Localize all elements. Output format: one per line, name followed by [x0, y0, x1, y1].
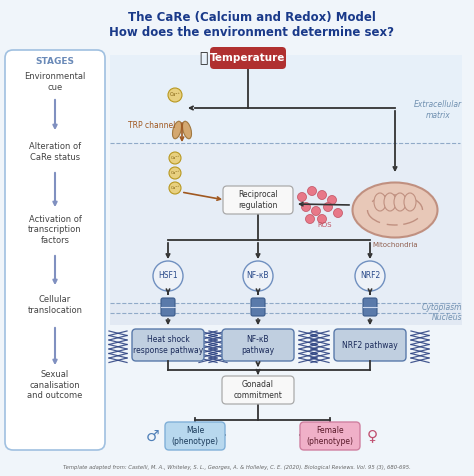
- Text: HSF1: HSF1: [158, 271, 178, 280]
- Ellipse shape: [404, 193, 416, 211]
- Circle shape: [334, 208, 343, 218]
- Text: Male
(phenotype): Male (phenotype): [172, 426, 219, 446]
- Text: The CaRe (Calcium and Redox) Model: The CaRe (Calcium and Redox) Model: [128, 11, 376, 24]
- Text: Female
(phenotype): Female (phenotype): [307, 426, 354, 446]
- FancyBboxPatch shape: [222, 329, 294, 361]
- Ellipse shape: [182, 121, 191, 139]
- FancyBboxPatch shape: [161, 298, 175, 316]
- Text: NRF2: NRF2: [360, 271, 380, 280]
- Circle shape: [169, 182, 181, 194]
- Circle shape: [243, 261, 273, 291]
- Text: Environmental
cue: Environmental cue: [24, 72, 86, 92]
- Circle shape: [153, 261, 183, 291]
- Text: Extracellular
matrix: Extracellular matrix: [414, 100, 462, 119]
- Text: 🔥: 🔥: [199, 51, 207, 65]
- FancyBboxPatch shape: [132, 329, 204, 361]
- Text: Cellular
translocation: Cellular translocation: [27, 295, 82, 315]
- Text: ♀: ♀: [366, 428, 378, 444]
- Text: Nucleus: Nucleus: [431, 313, 462, 321]
- Circle shape: [318, 190, 327, 199]
- Text: Cytoplasm: Cytoplasm: [421, 304, 462, 313]
- Ellipse shape: [374, 193, 386, 211]
- Text: STAGES: STAGES: [36, 58, 74, 67]
- FancyBboxPatch shape: [251, 298, 265, 316]
- FancyBboxPatch shape: [5, 50, 105, 450]
- Text: ROS: ROS: [318, 222, 332, 228]
- Circle shape: [169, 167, 181, 179]
- Ellipse shape: [173, 121, 182, 139]
- Circle shape: [328, 196, 337, 205]
- Circle shape: [355, 261, 385, 291]
- Circle shape: [306, 215, 315, 224]
- FancyBboxPatch shape: [222, 376, 294, 404]
- FancyBboxPatch shape: [300, 422, 360, 450]
- Circle shape: [308, 187, 317, 196]
- Text: NF-κB
pathway: NF-κB pathway: [241, 335, 274, 355]
- Bar: [110, 303, 462, 325]
- Text: Ca²⁺: Ca²⁺: [171, 186, 180, 190]
- Circle shape: [168, 88, 182, 102]
- Text: Activation of
transcription
factors: Activation of transcription factors: [28, 215, 82, 245]
- Text: Ca²⁺: Ca²⁺: [170, 92, 181, 98]
- Text: Template adapted from: Castelli, M. A., Whiteley, S. L., Georges, A. & Holleley,: Template adapted from: Castelli, M. A., …: [63, 465, 411, 469]
- Ellipse shape: [353, 182, 438, 238]
- Ellipse shape: [394, 193, 406, 211]
- Text: Ca²⁺: Ca²⁺: [171, 171, 180, 175]
- Text: TRP channel: TRP channel: [128, 120, 176, 129]
- Text: Gonadal
commitment: Gonadal commitment: [234, 380, 283, 400]
- Text: Mitochondria: Mitochondria: [372, 242, 418, 248]
- Ellipse shape: [384, 193, 396, 211]
- Text: Ca²⁺: Ca²⁺: [171, 156, 180, 160]
- Text: NRF2 pathway: NRF2 pathway: [342, 340, 398, 349]
- Bar: [110, 55, 462, 143]
- Text: Alteration of
CaRe status: Alteration of CaRe status: [29, 142, 81, 162]
- Circle shape: [298, 192, 307, 201]
- Circle shape: [318, 215, 327, 224]
- Text: How does the environment determine sex?: How does the environment determine sex?: [109, 26, 394, 39]
- FancyBboxPatch shape: [223, 186, 293, 214]
- Text: NF-κB: NF-κB: [247, 271, 269, 280]
- FancyBboxPatch shape: [334, 329, 406, 361]
- Circle shape: [311, 207, 320, 216]
- Bar: [110, 143, 462, 303]
- Circle shape: [301, 202, 310, 211]
- Text: Sexual
canalisation
and outcome: Sexual canalisation and outcome: [27, 370, 82, 400]
- FancyBboxPatch shape: [363, 298, 377, 316]
- Circle shape: [169, 152, 181, 164]
- Text: Temperature: Temperature: [210, 53, 286, 63]
- FancyBboxPatch shape: [165, 422, 225, 450]
- Text: Reciprocal
regulation: Reciprocal regulation: [238, 190, 278, 210]
- FancyBboxPatch shape: [210, 47, 286, 69]
- Circle shape: [323, 202, 332, 211]
- Text: ♂: ♂: [146, 428, 160, 444]
- Text: Heat shock
response pathway: Heat shock response pathway: [133, 335, 203, 355]
